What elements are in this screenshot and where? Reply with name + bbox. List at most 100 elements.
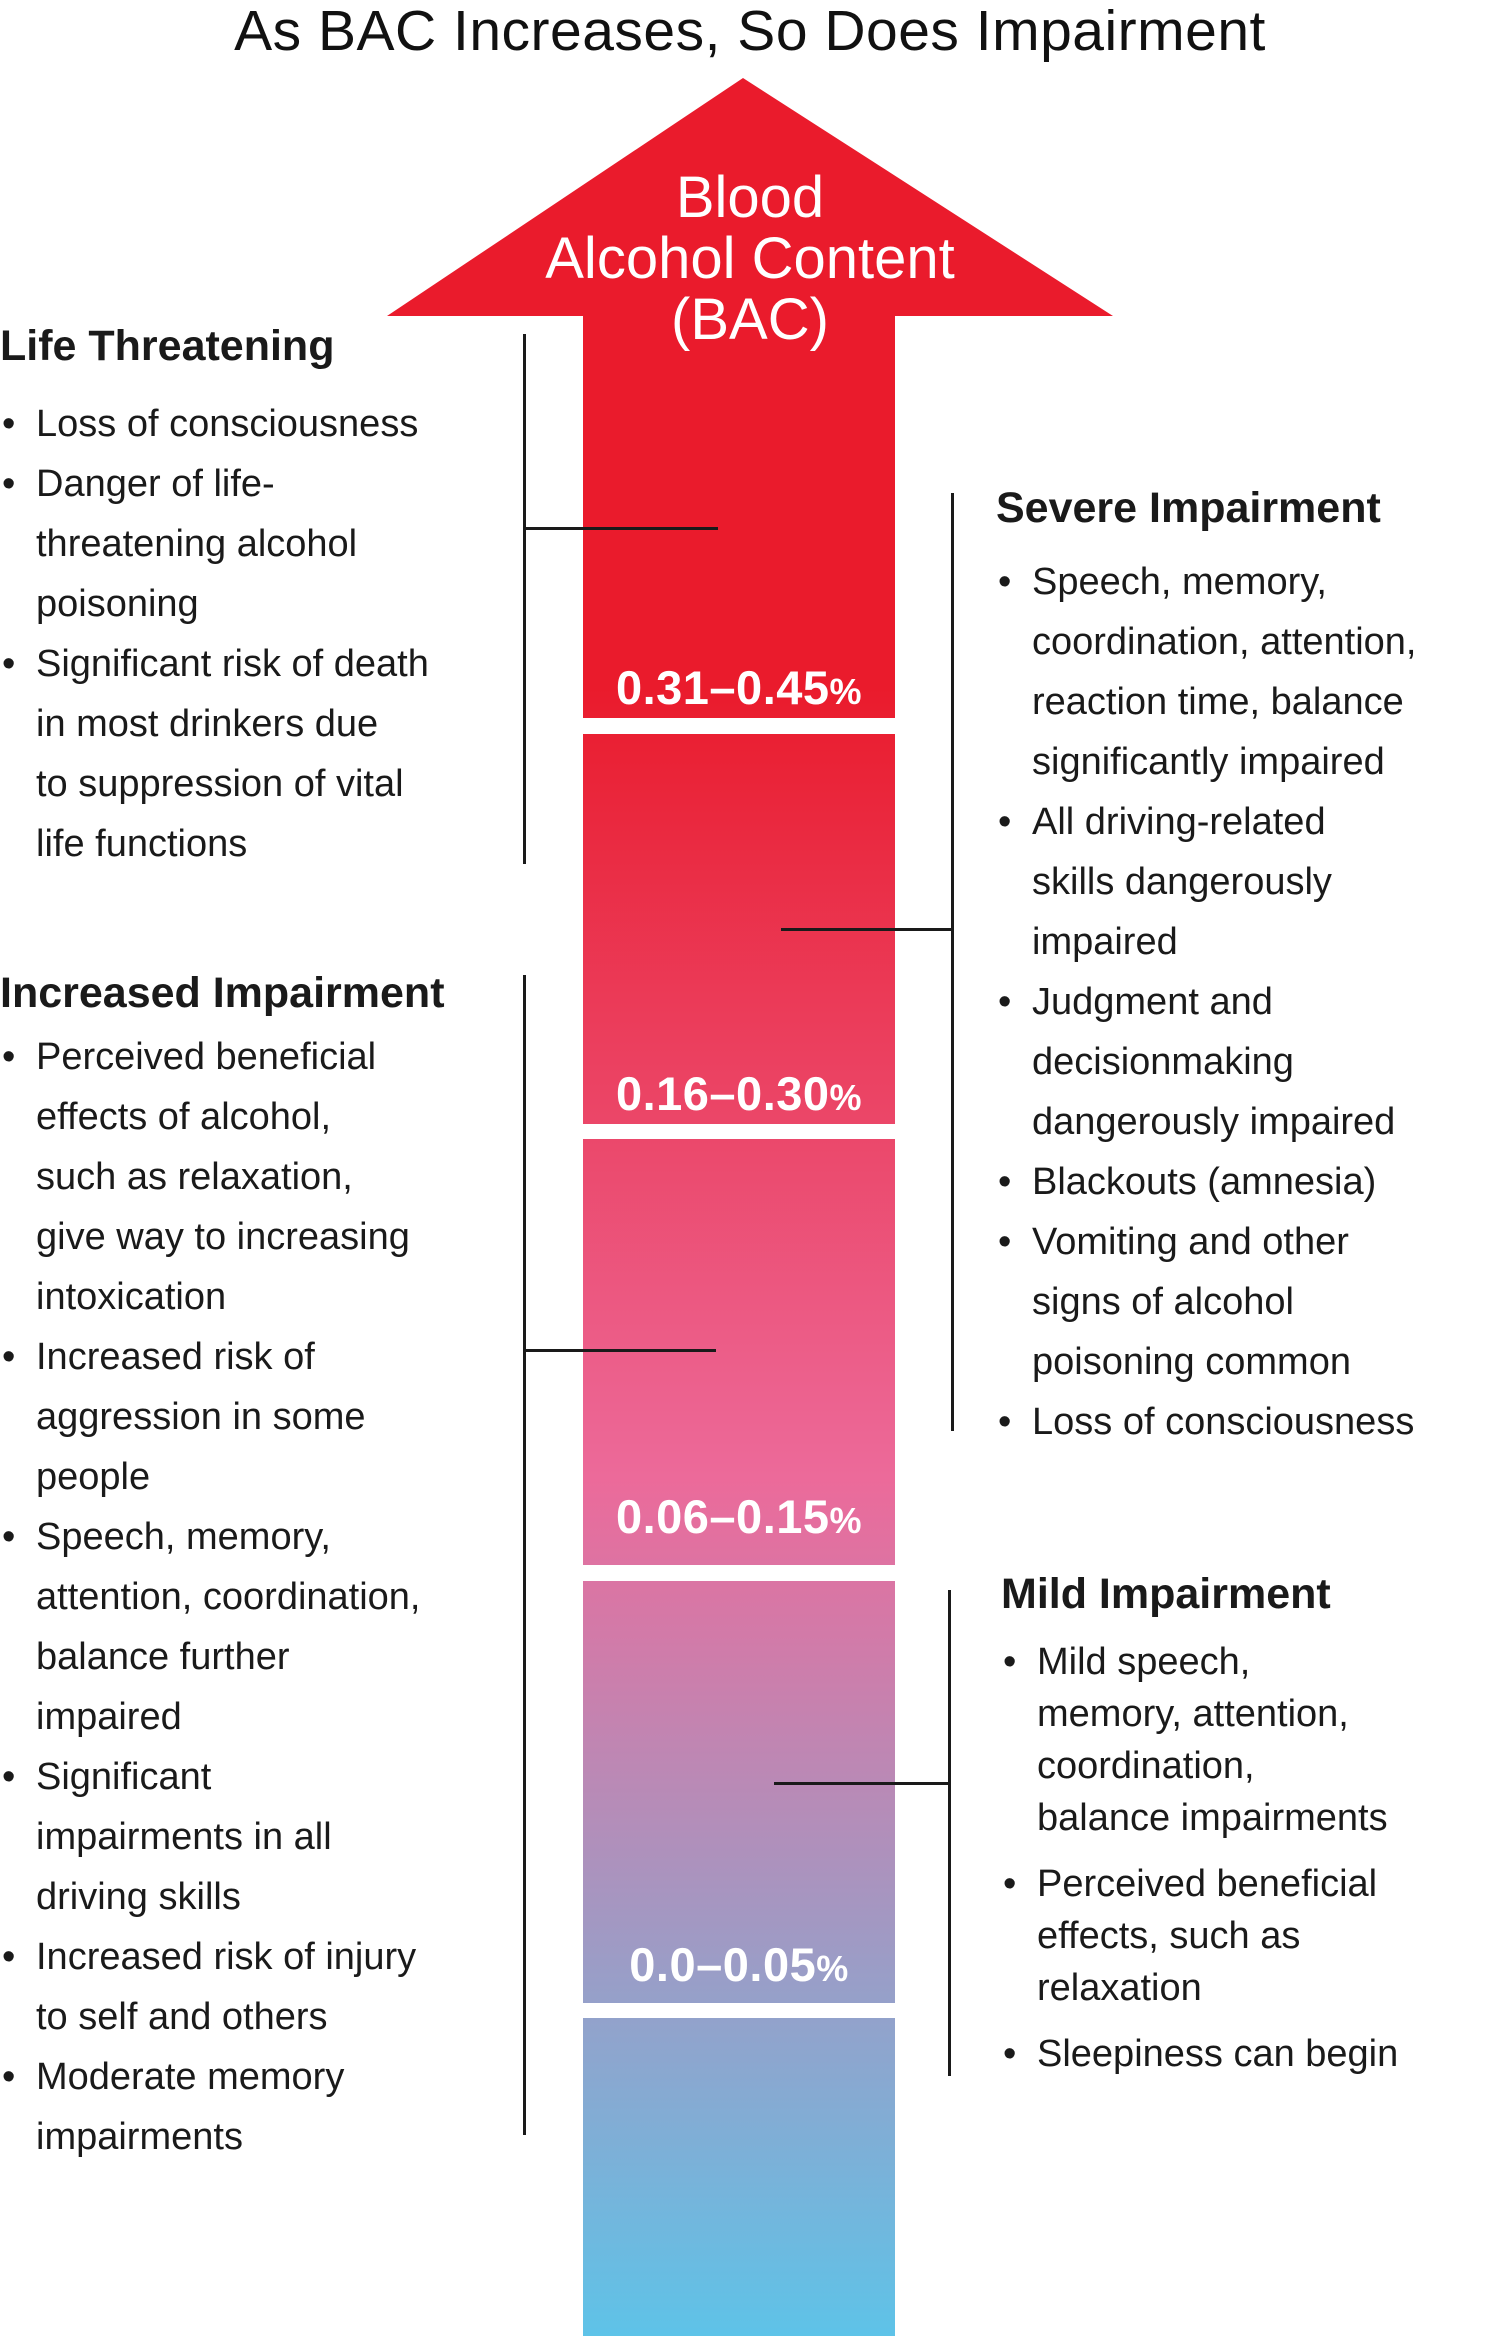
bullet-line: attention, coordination,	[36, 1576, 421, 1618]
bullet-item: Speech, memory, attention, coordination, b…	[0, 1507, 520, 1747]
panel-heading: Severe Impairment	[996, 484, 1381, 532]
bullet-line: impairments in all	[36, 1816, 332, 1858]
arrow-label-line: Blood	[675, 165, 825, 230]
panel-list: Mild speech, memory, attention, coordinati…	[1001, 1636, 1500, 2080]
panel-heading: Life Threatening	[0, 322, 335, 370]
bullet-line: All driving-related	[1032, 801, 1326, 843]
bracket-life-threatening	[523, 334, 526, 864]
bullet-line: Significant risk of death	[36, 643, 429, 685]
bullet-item: Increased risk of injury to self and othe…	[0, 1927, 520, 2047]
bullet-line: impairments	[36, 2116, 243, 2158]
bullet-line: Speech, memory,	[1032, 561, 1327, 603]
bullet-line: balance further	[36, 1636, 290, 1678]
segment-divider	[583, 1565, 895, 1581]
bullet-line: Speech, memory,	[36, 1516, 331, 1558]
bullet-item: Judgment and decisionmaking dangerously im…	[996, 972, 1500, 1152]
bracket-mild-impairment	[948, 1590, 951, 2076]
bullet-line: driving skills	[36, 1876, 241, 1918]
panel-life-threatening: Life Threatening Loss of consciousness Da…	[0, 318, 520, 874]
range-value: 0.0–0.05	[629, 1938, 817, 1991]
bullet-item: All driving-related skills dangerously imp…	[996, 792, 1500, 972]
range-label-0.06-0.15: 0.06–0.15%	[583, 1491, 895, 1547]
panel-increased-impairment: Increased Impairment Perceived beneficia…	[0, 965, 520, 2167]
panel-list: Perceived beneficial effects of alcohol, s…	[0, 1027, 520, 2167]
bullet-line: dangerously impaired	[1032, 1101, 1396, 1143]
page-title: As BAC Increases, So Does Impairment	[234, 0, 1266, 63]
connector-severe-impairment	[781, 928, 953, 931]
bullet-line: threatening alcohol	[36, 523, 358, 565]
bullet-line: memory, attention,	[1037, 1693, 1349, 1735]
segment-divider	[583, 1124, 895, 1139]
panel-heading: Increased Impairment	[0, 969, 445, 1017]
bullet-item: Loss of consciousness	[0, 394, 520, 454]
bullet-item: Significant impairments in all driving ski…	[0, 1747, 520, 1927]
bullet-line: to self and others	[36, 1996, 328, 2038]
bullet-item: Significant risk of death in most drinker…	[0, 634, 520, 874]
bullet-line: Perceived beneficial	[1037, 1863, 1378, 1905]
panel-severe-impairment: Severe Impairment Speech, memory, coordin…	[996, 480, 1500, 1452]
bullet-line: Increased risk of injury	[36, 1936, 417, 1978]
connector-mild-impairment	[774, 1782, 950, 1785]
bullet-line: effects, such as	[1037, 1915, 1301, 1957]
range-unit: %	[816, 1948, 849, 1989]
bullet-line: Judgment and	[1032, 981, 1273, 1023]
bullet-item: Danger of life-threatening alcohol poison…	[0, 454, 520, 634]
bullet-line: in most drinkers due	[36, 703, 379, 745]
panel-list: Loss of consciousness Danger of life-thre…	[0, 394, 520, 874]
range-label-0.16-0.30: 0.16–0.30%	[583, 1068, 895, 1124]
bullet-line: skills dangerously	[1032, 861, 1332, 903]
bullet-line: poisoning common	[1032, 1341, 1351, 1383]
arrow-shape	[387, 78, 1113, 2336]
bullet-item: Speech, memory, coordination, attention, r…	[996, 552, 1500, 792]
bullet-line: Significant	[36, 1756, 212, 1798]
bullet-item: Mild speech, memory, attention, coordinati…	[1001, 1636, 1500, 1844]
arrow-label: Blood Alcohol Content (BAC)	[380, 167, 1120, 350]
bullet-line: Perceived beneficial	[36, 1036, 377, 1078]
bullet-item: Moderate memory impairments	[0, 2047, 520, 2167]
segment-divider	[583, 2003, 895, 2018]
segment-divider	[583, 718, 895, 734]
bullet-line: such as relaxation,	[36, 1156, 353, 1198]
bullet-line: Vomiting and other	[1032, 1221, 1349, 1263]
range-label-0.31-0.45: 0.31–0.45%	[583, 662, 895, 718]
bullet-line: effects of alcohol,	[36, 1096, 332, 1138]
bullet-line: intoxication	[36, 1276, 227, 1318]
panel-mild-impairment: Mild Impairment Mild speech, memory, atte…	[1001, 1566, 1500, 2094]
bullet-item: Perceived beneficial effects, such as rela…	[1001, 1858, 1500, 2014]
bullet-item: Vomiting and other signs of alcohol poison…	[996, 1212, 1500, 1392]
bullet-line: people	[36, 1456, 151, 1498]
bullet-line: Increased risk of	[36, 1336, 315, 1378]
bullet-line: poisoning	[36, 583, 199, 625]
bullet-line: balance impairments	[1037, 1797, 1388, 1839]
bullet-line: aggression in some	[36, 1396, 366, 1438]
panel-list: Speech, memory, coordination, attention, r…	[996, 552, 1500, 1452]
bullet-line: Loss of consciousness	[1032, 1401, 1415, 1443]
bullet-line: give way to increasing	[36, 1216, 410, 1258]
bullet-line: Danger of life-	[36, 463, 275, 505]
bullet-item: Increased risk of aggression in some peopl…	[0, 1327, 520, 1507]
panel-heading: Mild Impairment	[1001, 1570, 1331, 1618]
range-value: 0.16–0.30	[615, 1067, 830, 1120]
bullet-item: Perceived beneficial effects of alcohol, s…	[0, 1027, 520, 1327]
bullet-line: coordination,	[1037, 1745, 1255, 1787]
bullet-line: to suppression of vital	[36, 763, 404, 805]
arrow-label-line: (BAC)	[671, 287, 829, 352]
bullet-line: life functions	[36, 823, 248, 865]
bullet-line: decisionmaking	[1032, 1041, 1294, 1083]
connector-life-threatening	[523, 527, 718, 530]
bracket-severe-impairment	[951, 493, 954, 1431]
range-unit: %	[829, 671, 863, 712]
range-unit: %	[829, 1500, 863, 1541]
range-unit: %	[829, 1077, 863, 1118]
bullet-line: reaction time, balance	[1032, 681, 1404, 723]
bullet-line: relaxation	[1037, 1967, 1202, 2009]
range-label-0.0-0.05: 0.0–0.05%	[583, 1939, 895, 1995]
bullet-item: Loss of consciousness	[996, 1392, 1500, 1452]
range-value: 0.31–0.45	[615, 661, 830, 714]
bullet-line: impaired	[1032, 921, 1178, 963]
connector-increased-impairment	[523, 1349, 716, 1352]
bullet-line: coordination, attention,	[1032, 621, 1417, 663]
bullet-line: Sleepiness can begin	[1037, 2033, 1399, 2075]
bullet-item: Sleepiness can begin	[1001, 2028, 1500, 2080]
